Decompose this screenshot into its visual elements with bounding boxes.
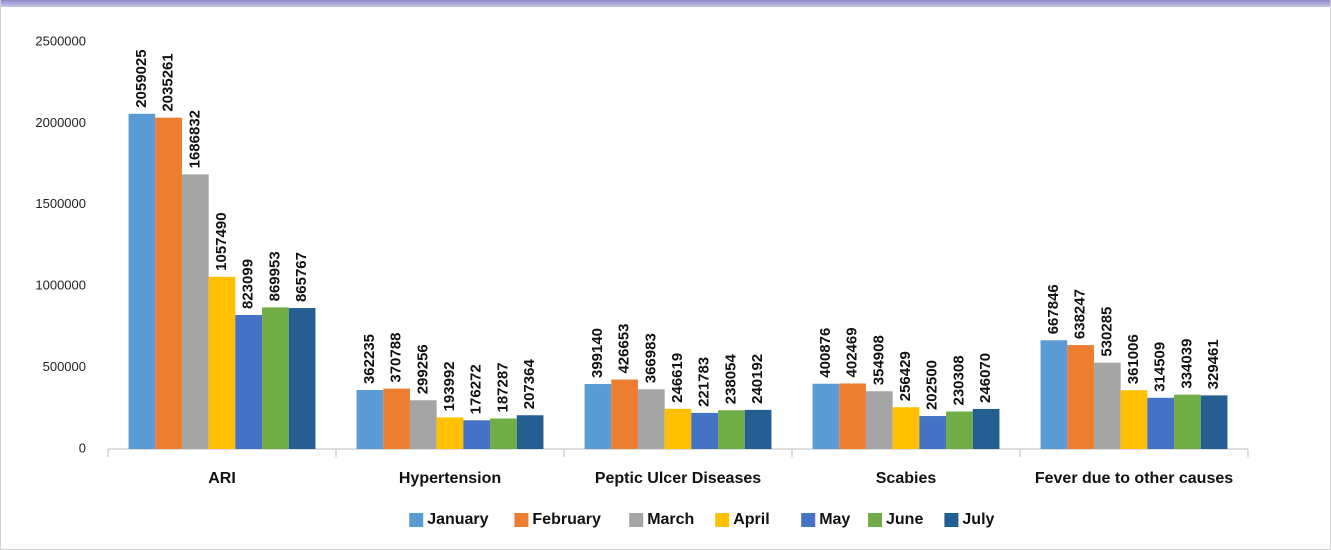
data-label: 354908 — [870, 335, 887, 385]
bar — [181, 174, 209, 450]
data-label: 426653 — [616, 323, 633, 373]
legend-label: April — [733, 511, 769, 528]
legend-label: March — [647, 511, 694, 528]
data-label: 176272 — [468, 364, 485, 414]
legend-swatch — [868, 513, 882, 527]
y-tick-label: 1000000 — [35, 278, 86, 293]
data-label: 246070 — [977, 353, 994, 403]
data-label: 366983 — [642, 333, 659, 383]
data-label: 256429 — [897, 351, 914, 401]
bar — [516, 415, 544, 449]
x-tick-label: ARI — [208, 470, 236, 487]
data-label: 362235 — [361, 334, 378, 384]
bar — [1200, 395, 1228, 449]
bar — [718, 410, 745, 449]
data-label: 361006 — [1125, 334, 1142, 384]
bar — [1040, 340, 1068, 449]
data-label: 221783 — [696, 357, 713, 407]
bar — [972, 408, 1000, 449]
bar — [839, 383, 866, 449]
data-label: 1686832 — [186, 110, 203, 168]
x-tick-label: Peptic Ulcer Diseases — [594, 470, 762, 487]
data-label: 667846 — [1045, 284, 1062, 334]
legend-swatch — [629, 513, 644, 527]
data-label: 2035261 — [160, 53, 177, 111]
data-label: 202500 — [924, 360, 941, 410]
data-label: 400876 — [817, 328, 834, 378]
x-tick-label: Fever due to other causes — [1034, 470, 1234, 487]
data-label: 240192 — [749, 354, 766, 404]
bar — [892, 407, 920, 449]
data-label: 869953 — [266, 251, 283, 301]
x-tick-label: Hypertension — [398, 470, 502, 487]
bar — [409, 400, 437, 449]
bar — [691, 412, 719, 449]
bar — [490, 418, 517, 449]
data-label: 1057490 — [213, 212, 230, 270]
bar — [356, 390, 384, 449]
y-tick-label: 500000 — [43, 359, 86, 374]
data-label: 207364 — [521, 359, 538, 410]
bar — [611, 379, 638, 449]
data-label: 334039 — [1178, 339, 1195, 389]
bar — [946, 411, 973, 449]
x-tick-label: Scabies — [875, 470, 937, 487]
legend-swatch — [514, 513, 529, 527]
data-label: 370788 — [388, 333, 405, 383]
data-label: 2059025 — [133, 49, 150, 107]
data-label: 230308 — [950, 355, 967, 405]
bar — [1174, 394, 1201, 449]
legend-label: July — [962, 511, 994, 528]
bar — [463, 420, 491, 449]
bar — [262, 307, 289, 449]
bar — [235, 314, 263, 449]
bar — [155, 117, 182, 449]
bar — [584, 384, 612, 449]
bar — [865, 391, 893, 449]
data-label: 638247 — [1072, 289, 1089, 339]
data-label: 865767 — [293, 252, 310, 302]
bar — [812, 383, 840, 449]
data-label: 399140 — [589, 328, 606, 378]
legend-label: June — [886, 511, 923, 528]
legend-swatch — [944, 513, 959, 527]
bar — [1067, 345, 1094, 449]
legend-swatch — [801, 513, 816, 527]
legend-label: February — [532, 511, 601, 528]
data-label: 314509 — [1152, 342, 1169, 392]
y-tick-label: 0 — [79, 440, 86, 455]
legend-label: May — [819, 511, 850, 528]
bar — [436, 417, 464, 449]
bar — [637, 389, 665, 449]
bar — [744, 409, 772, 449]
data-label: 187287 — [494, 362, 511, 412]
bar — [1093, 362, 1121, 449]
data-label: 246619 — [669, 353, 686, 403]
bar — [1120, 390, 1148, 449]
bar — [208, 276, 236, 449]
bar — [128, 113, 156, 449]
legend-swatch — [409, 513, 424, 527]
data-label: 530285 — [1098, 307, 1115, 357]
y-tick-label: 1500000 — [35, 196, 86, 211]
data-label: 238054 — [722, 354, 739, 405]
bar — [288, 308, 316, 449]
y-tick-label: 2500000 — [35, 33, 86, 48]
data-label: 193992 — [441, 361, 458, 411]
bar — [1147, 397, 1175, 449]
bar — [383, 388, 410, 449]
data-label: 402469 — [844, 327, 861, 377]
y-tick-label: 2000000 — [35, 115, 86, 130]
top-bar — [1, 0, 1330, 7]
data-label: 299256 — [414, 344, 431, 394]
legend-label: January — [427, 511, 488, 528]
bar — [919, 416, 947, 449]
legend-swatch — [715, 513, 730, 527]
data-label: 823099 — [240, 259, 257, 309]
data-label: 329461 — [1205, 339, 1222, 389]
bar — [664, 408, 692, 449]
